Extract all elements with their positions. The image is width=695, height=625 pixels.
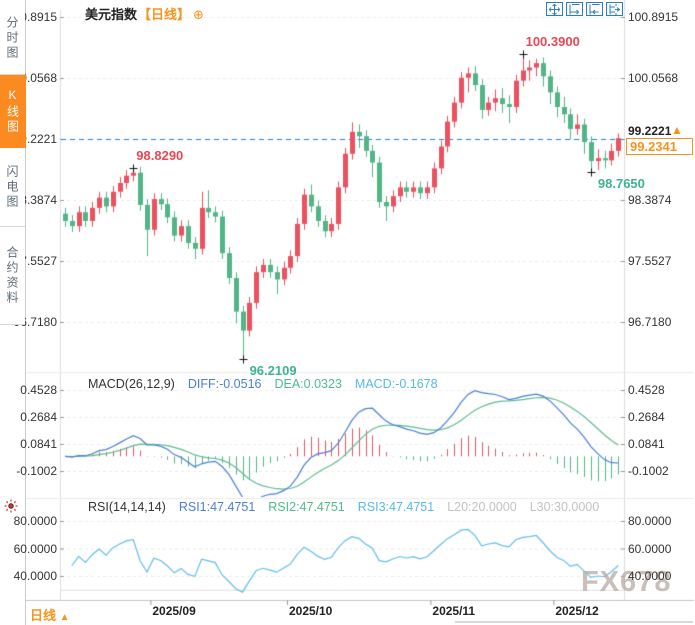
sidebar-tab-contract-info[interactable]: 合约资料 xyxy=(0,227,25,325)
price-annotation: 98.8290 xyxy=(136,147,184,163)
macd-diff-value: DIFF:-0.0516 xyxy=(187,377,262,391)
rsi-legend: RSI(14,14,14) RSI1:47.4751 RSI2:47.4751 … xyxy=(88,500,599,514)
y-axis-label: 80.0000 xyxy=(628,514,672,528)
macd-legend: MACD(26,12,9) DIFF:-0.0516 DEA:0.0323 MA… xyxy=(88,377,438,391)
y-axis-label: 0.4528 xyxy=(20,383,57,397)
rsi-l20-value: L20:20.0000 xyxy=(447,500,517,514)
rsi2-value: RSI2:47.4751 xyxy=(268,500,345,514)
expand-xaxis-button[interactable] xyxy=(566,2,583,16)
y-axis-label: 0.0841 xyxy=(628,436,665,451)
shrink-xaxis-button[interactable] xyxy=(586,2,603,16)
sidebar-tab-lightning[interactable]: 闪电图 xyxy=(0,149,25,227)
pan-tool-icon xyxy=(549,3,560,15)
y-axis-label: 100.0568 xyxy=(628,70,679,85)
y-axis-label: 0.4528 xyxy=(628,383,665,397)
sidebar-divider xyxy=(25,0,26,625)
macd-dea-value: DEA:0.0323 xyxy=(274,377,342,391)
y-axis-label: 40.0000 xyxy=(628,569,672,583)
last-price-box: 99.2341 xyxy=(626,138,693,155)
pan-tool-button[interactable] xyxy=(546,2,563,16)
x-axis-label: 2025/11 xyxy=(432,604,476,618)
y-axis-label: 97.5527 xyxy=(628,253,672,268)
rsi-l30-value: L30:30.0000 xyxy=(529,500,600,514)
period-selector-label: 日线 xyxy=(30,608,57,623)
add-indicator-icon[interactable]: ⊕ xyxy=(193,7,204,22)
macd-title: MACD(26,12,9) xyxy=(88,377,175,391)
period-selector[interactable]: 日线 ▲ xyxy=(30,605,70,624)
y-axis-label: 100.8915 xyxy=(628,10,679,24)
fx678-watermark: FX678 xyxy=(581,566,672,598)
y-axis-label: 0.2684 xyxy=(20,410,57,424)
y-axis-label: 80.0000 xyxy=(13,514,57,528)
price-up-arrow-icon: ▲ xyxy=(671,123,683,137)
rsi1-value: RSI1:47.4751 xyxy=(178,500,256,514)
x-axis-label: 2025/10 xyxy=(288,604,333,618)
y-axis-label: 96.7180 xyxy=(628,314,672,329)
y-axis-label: 40.0000 xyxy=(13,569,57,583)
chart-title: 美元指数【日线】 ⊕ xyxy=(85,4,204,23)
sidebar-tab-kline[interactable]: K线图 xyxy=(0,75,26,148)
period-up-triangle-icon: ▲ xyxy=(59,612,70,623)
bottom-scrollbar[interactable] xyxy=(455,621,693,623)
y-axis-label: 60.0000 xyxy=(628,541,672,556)
macd-macd-value: MACD:-0.1678 xyxy=(354,377,438,391)
goto-latest-button[interactable] xyxy=(606,2,623,16)
y-axis-label: 0.2684 xyxy=(628,410,665,424)
y-axis-label: 60.0000 xyxy=(13,541,57,556)
y-axis-label: -0.1002 xyxy=(628,463,669,478)
rsi-title: RSI(14,14,14) xyxy=(88,500,166,514)
chart-toolbar xyxy=(546,2,623,16)
x-axis-label: 2025/12 xyxy=(555,604,599,618)
symbol-name: 美元指数 xyxy=(85,7,138,22)
x-axis-label: 2025/09 xyxy=(152,604,196,618)
price-annotation: 98.7650 xyxy=(597,176,645,192)
ref-price-label: 99.2221 xyxy=(628,124,672,138)
price-annotation: 96.2109 xyxy=(249,363,297,379)
goto-latest-icon xyxy=(609,4,620,15)
shrink-xaxis-icon xyxy=(589,3,600,15)
rsi3-value: RSI3:47.4751 xyxy=(357,500,435,514)
period-tag: 【日线】 xyxy=(138,7,191,22)
sidebar-tab-timeshare[interactable]: 分时图 xyxy=(0,2,25,75)
live-blink-icon xyxy=(4,499,18,518)
price-annotation: 100.3900 xyxy=(525,33,580,49)
y-axis-label: -0.1002 xyxy=(16,463,57,478)
y-axis-label: 98.3874 xyxy=(628,192,672,207)
expand-xaxis-icon xyxy=(569,3,580,15)
y-axis-label: 0.0841 xyxy=(20,436,57,451)
